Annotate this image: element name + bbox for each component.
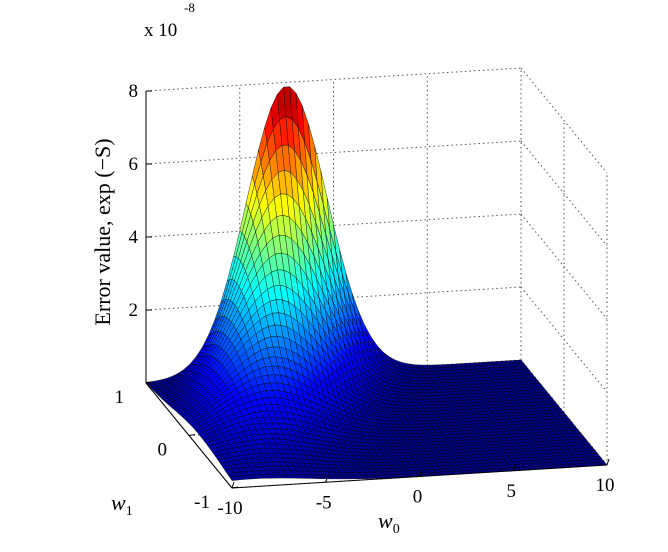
x-axis-label-sub: 0	[393, 522, 400, 537]
grid-line-z	[520, 67, 608, 174]
x-tick	[512, 464, 516, 471]
x-axis-label: w0	[378, 508, 400, 537]
y-tick-label: 0	[158, 440, 168, 461]
grid-line-z	[145, 140, 522, 165]
scale-multiplier: x 10	[144, 20, 177, 41]
z-tick-label: 8	[129, 81, 139, 102]
x-tick-label: 0	[413, 487, 423, 508]
y-axis-label: w1	[111, 490, 133, 519]
z-tick-label: 2	[129, 300, 139, 321]
y-tick-label: 1	[115, 387, 125, 408]
z-tick-label: 4	[129, 227, 139, 248]
x-tick	[419, 470, 422, 477]
x-tick-label: 5	[507, 481, 517, 502]
x-tick	[606, 458, 610, 466]
y-tick	[145, 381, 153, 384]
y-tick	[231, 486, 239, 489]
y-tick-label: -1	[194, 492, 210, 513]
x-tick	[231, 481, 235, 489]
y-axis-label-sub: 1	[126, 504, 133, 519]
grid-line-z	[520, 140, 608, 247]
x-tick	[325, 476, 329, 483]
x-tick-label: 10	[596, 475, 615, 496]
grid-line-z	[520, 213, 608, 320]
z-axis-label: Error value, exp (−S)	[90, 138, 115, 325]
y-tick	[188, 434, 196, 436]
x-axis-label-base: w	[378, 508, 393, 533]
x-tick-label: -10	[217, 498, 242, 519]
error-surface	[145, 86, 608, 481]
y-axis-label-base: w	[111, 490, 126, 515]
z-tick-label: 6	[129, 154, 139, 175]
scale-exponent: -8	[184, 0, 195, 15]
x-tick-label: -5	[316, 492, 332, 513]
